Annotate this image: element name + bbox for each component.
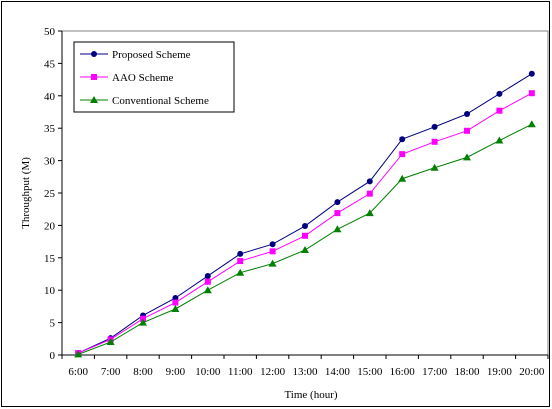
y-tick-label: 35 [44,123,56,135]
y-tick-label: 0 [50,350,56,362]
data-point [203,286,212,294]
data-point [204,278,211,285]
legend-item: Conventional Scheme [80,95,209,107]
x-tick-label: 9:00 [166,366,186,378]
y-tick-label: 50 [44,26,56,38]
data-point [171,304,180,312]
legend-label: Conventional Scheme [112,95,209,107]
data-point [139,318,147,326]
data-point [495,136,504,144]
data-point [365,209,374,217]
legend: Proposed Scheme AAO Scheme Conventional Sc… [73,41,235,113]
legend-label: AAO Scheme [112,72,174,84]
data-point [237,250,244,257]
x-tick-label: 20:00 [519,366,545,378]
data-point [269,241,276,248]
data-point [431,123,438,130]
data-point [74,350,83,358]
series-layer [74,70,536,358]
data-point [496,90,503,97]
data-point [366,190,373,197]
series-line [78,123,533,355]
y-tick-label: 20 [44,220,56,232]
data-point [463,153,471,161]
data-point [527,120,536,128]
x-tick-label: 7:00 [101,366,121,378]
data-point [172,299,179,306]
y-tick-label: 10 [44,285,56,297]
y-axis: 0 5 10 15 20 25 30 35 40 45 50 [44,26,63,362]
y-tick-label: 30 [44,156,56,168]
x-tick-label: 11:00 [228,366,253,378]
data-point [302,232,308,239]
data-point [430,163,439,171]
legend-item: Proposed Scheme [80,49,191,61]
x-tick-label: 17:00 [422,366,448,378]
data-point [301,246,309,254]
x-tick-label: 14:00 [325,366,351,378]
y-tick-label: 45 [44,58,56,70]
y-tick-label: 40 [44,91,56,103]
data-point [204,272,211,279]
series-line [77,73,533,354]
data-point [268,259,277,267]
x-axis-label: Time (hour) [284,389,337,401]
data-point [528,90,535,97]
y-tick-label: 15 [44,253,56,265]
legend-label: Proposed Scheme [112,49,191,61]
x-tick-label: 19:00 [487,366,513,378]
data-point [528,70,535,77]
data-point [334,199,341,206]
data-point [302,223,308,230]
x-tick-label: 13:00 [292,366,318,378]
x-tick-label: 8:00 [133,366,153,378]
x-tick-label: 16:00 [390,366,416,378]
data-point [399,151,406,158]
legend-item: AAO Scheme [80,72,174,84]
x-tick-label: 12:00 [260,366,286,378]
x-axis: 6:00 7:00 8:00 9:00 10:00 11:00 12:00 13:00 14:0… [61,354,549,378]
data-point [431,138,438,145]
x-tick-label: 10:00 [195,366,221,378]
data-point [91,74,97,80]
data-point [334,210,341,217]
y-tick-label: 25 [44,188,56,200]
data-point [398,174,407,182]
x-tick-label: 6:00 [68,366,88,378]
series-conventional-scheme [74,120,536,358]
data-point [106,338,115,346]
y-axis-label: Throughput (M) [20,157,32,229]
x-tick-label: 18:00 [454,366,480,378]
data-point [464,127,470,134]
data-point [333,225,342,233]
data-point [464,110,470,117]
data-point [269,248,276,255]
data-point [90,96,98,103]
data-point [366,178,373,185]
x-tick-label: 15:00 [357,366,383,378]
data-point [399,136,406,143]
data-point [236,268,245,276]
data-point [237,258,244,265]
y-tick-label: 5 [50,318,56,330]
series-proposed-scheme [75,70,535,357]
data-point [172,294,179,301]
data-point [91,51,97,57]
data-point [496,107,503,114]
